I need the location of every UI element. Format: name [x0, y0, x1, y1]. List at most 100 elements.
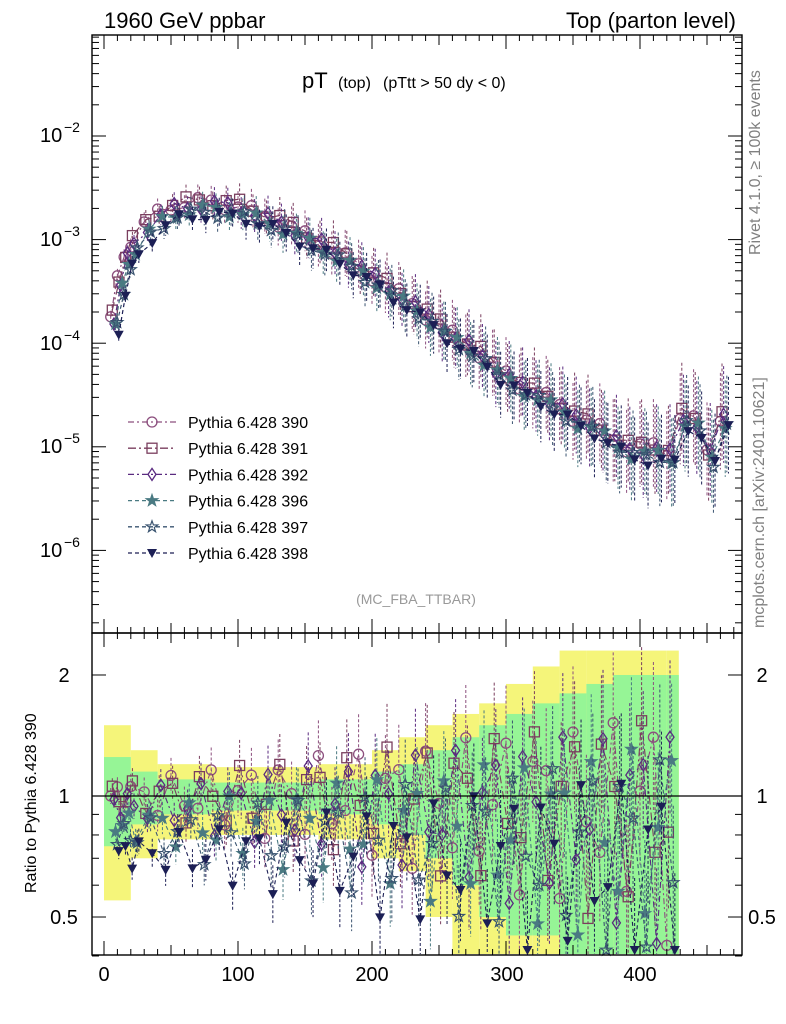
- data-point: [647, 731, 660, 743]
- data-point: [535, 402, 546, 412]
- data-point: [263, 222, 279, 237]
- data-point: [656, 454, 667, 464]
- data-point: [348, 271, 359, 281]
- data-point: [664, 752, 680, 767]
- data-point: [248, 813, 264, 828]
- legend-label: Pythia 6.428 392: [188, 467, 308, 484]
- data-point: [317, 246, 333, 261]
- data-point: [500, 737, 512, 749]
- data-point: [503, 832, 519, 847]
- ratio-line: [110, 722, 668, 946]
- data-point: [643, 825, 654, 835]
- data-point: [611, 428, 622, 444]
- data-point: [419, 745, 432, 757]
- data-point: [518, 848, 534, 863]
- data-point: [437, 780, 453, 795]
- data-point: [267, 890, 278, 900]
- data-point: [464, 348, 480, 363]
- data-point: [401, 833, 412, 843]
- data-point: [263, 767, 273, 782]
- data-point: [174, 827, 185, 837]
- data-point: [595, 738, 608, 750]
- data-point: [357, 789, 373, 804]
- data-point: [355, 836, 371, 851]
- data-point: [544, 876, 555, 891]
- ratio-line: [118, 783, 676, 951]
- data-point: [649, 846, 661, 858]
- data-point: [357, 274, 373, 289]
- data-point: [141, 221, 157, 236]
- data-point: [294, 856, 305, 866]
- data-point: [241, 837, 252, 847]
- data-point: [302, 230, 318, 245]
- data-point: [476, 756, 492, 772]
- data-point: [330, 804, 346, 819]
- data-point: [276, 807, 287, 822]
- data-point: [241, 219, 252, 229]
- data-point: [342, 252, 358, 267]
- y-tick-label: 10: [40, 333, 62, 355]
- data-point: [166, 777, 179, 789]
- data-point: [381, 741, 393, 753]
- legend-entry: Pythia 6.428 390: [128, 415, 308, 432]
- data-point: [187, 864, 198, 874]
- data-point: [147, 849, 158, 859]
- data-point: [354, 799, 366, 812]
- data-point: [637, 443, 653, 458]
- data-point: [415, 308, 426, 318]
- data-point: [594, 846, 606, 859]
- data-point: [121, 805, 137, 820]
- data-point: [612, 444, 628, 459]
- data-point: [638, 446, 654, 461]
- data-point: [133, 250, 144, 260]
- data-point: [576, 781, 587, 791]
- data-point: [245, 769, 258, 781]
- ratio-tick-left-2: 2: [58, 665, 69, 687]
- mcplots-reference-text: mcplots.cern.ch [arXiv:2401.10621]: [751, 377, 768, 628]
- data-point: [183, 811, 199, 826]
- data-point: [531, 877, 547, 892]
- data-point: [396, 288, 412, 303]
- legend-entry: Pythia 6.428 398: [128, 546, 308, 563]
- data-point: [146, 442, 158, 454]
- data-point: [106, 780, 118, 792]
- data-point: [312, 749, 325, 762]
- data-point: [629, 455, 640, 465]
- data-point: [629, 946, 640, 955]
- data-point: [195, 197, 211, 212]
- data-point: [334, 259, 345, 269]
- data-point: [352, 748, 365, 760]
- data-point: [120, 291, 131, 301]
- data-point: [144, 492, 160, 507]
- data-point: [396, 802, 412, 817]
- data-point: [607, 717, 619, 729]
- data-point: [281, 228, 292, 238]
- data-point: [329, 775, 345, 790]
- data-point: [576, 421, 587, 431]
- data-point: [718, 407, 729, 422]
- data-point: [314, 771, 326, 784]
- data-point: [303, 758, 313, 774]
- data-point: [549, 410, 560, 420]
- data-point: [357, 859, 367, 875]
- data-point: [504, 382, 520, 397]
- data-point: [503, 370, 519, 385]
- data-point: [482, 362, 493, 372]
- data-point: [696, 433, 707, 443]
- data-point: [495, 380, 506, 390]
- data-point: [422, 893, 438, 908]
- data-point: [138, 786, 150, 798]
- ratio-series-5: [113, 713, 680, 955]
- data-point: [254, 834, 265, 844]
- ratio-panel: 2 1 0.5 2 1 0.5 Ratio to Pythia 6.428 39…: [23, 632, 776, 957]
- data-point: [308, 244, 319, 254]
- data-point: [147, 467, 157, 482]
- data-point: [169, 813, 179, 828]
- data-point: [567, 726, 579, 738]
- ratio-line: [111, 720, 669, 919]
- data-point: [168, 838, 184, 854]
- y-tick-label: 10: [40, 229, 62, 251]
- data-point: [558, 729, 568, 745]
- data-point: [113, 847, 124, 857]
